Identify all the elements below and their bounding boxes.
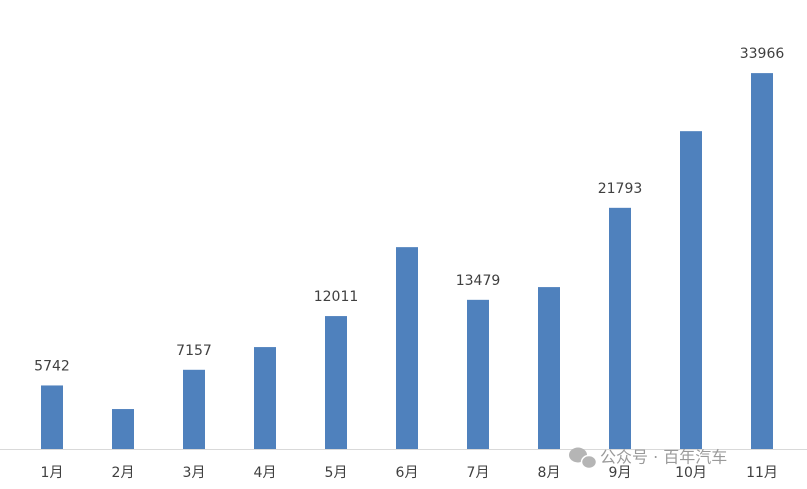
x-tick-label: 3月 — [183, 465, 206, 481]
bar — [680, 131, 702, 449]
x-tick-label: 11月 — [746, 465, 778, 481]
x-tick-label: 2月 — [112, 465, 135, 481]
x-tick-label: 8月 — [538, 465, 561, 481]
data-label: 12011 — [314, 289, 359, 305]
data-label: 21793 — [598, 181, 643, 197]
data-label: 7157 — [176, 343, 212, 359]
watermark: 公众号 · 百年汽车 — [600, 448, 727, 467]
x-tick-label: 7月 — [467, 465, 490, 481]
bar — [396, 247, 418, 449]
data-label: 5742 — [34, 358, 70, 374]
bar — [467, 299, 489, 449]
x-tick-label: 5月 — [325, 465, 348, 481]
data-label: 33966 — [740, 46, 785, 62]
bar — [41, 385, 63, 449]
bar — [609, 207, 631, 449]
bar — [183, 369, 205, 449]
bar — [538, 287, 560, 449]
bar — [325, 316, 347, 449]
x-tick-label: 4月 — [254, 465, 277, 481]
x-tick-label: 6月 — [396, 465, 419, 481]
x-tick-label: 9月 — [609, 465, 632, 481]
data-label: 13479 — [456, 273, 501, 289]
bar — [751, 73, 773, 450]
bar — [254, 347, 276, 449]
bar — [112, 409, 134, 449]
watermark-icon — [569, 447, 598, 470]
x-tick-label: 10月 — [675, 465, 707, 481]
x-tick-label: 1月 — [41, 465, 64, 481]
